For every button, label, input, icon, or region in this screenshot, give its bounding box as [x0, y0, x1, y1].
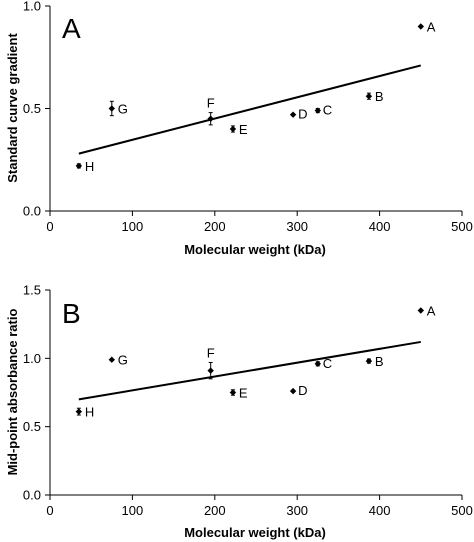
panel-b-data-point-h [75, 408, 83, 415]
panel-b-y-tick-label: 0.5 [23, 419, 41, 434]
panel-a-data-point-d [289, 111, 297, 118]
panel-a-point-label-b: B [375, 89, 384, 104]
panel-b-point-label-g: G [118, 353, 128, 368]
panel-b-y-tick-label: 1.5 [23, 283, 41, 298]
panel-b-point-label-b: B [375, 354, 384, 369]
panel-b-y-axis-title: Mid-point absorbance ratio [5, 309, 20, 476]
panel-b-letter: B [62, 298, 81, 329]
panel-b-x-tick-label: 0 [46, 503, 53, 518]
panel-a-x-tick-label: 300 [286, 219, 308, 234]
panel-b-data-point-e [229, 389, 237, 396]
panel-a-data-point-h [75, 162, 83, 170]
panel-b-data-point-d [289, 387, 297, 395]
panel-a-y-tick-label: 0.0 [23, 204, 41, 219]
panel-a-x-tick-label: 100 [122, 219, 144, 234]
panel-a-y-axis-title: Standard curve gradient [5, 33, 20, 183]
panel-b-point-label-c: C [323, 356, 332, 371]
panel-b-data-point-a [417, 307, 424, 314]
panel-a-y-tick-label: 0.5 [23, 101, 41, 116]
panel-a-data-point-c [314, 107, 321, 114]
panel-a-point-label-f: F [207, 96, 215, 111]
panel-b-x-tick-label: 200 [204, 503, 226, 518]
panel-a-point-label-a: A [427, 20, 436, 35]
panel-a-data-point-g [108, 105, 115, 112]
panel-a-point-label-h: H [85, 159, 94, 174]
panel-b-y-tick-label: 1.0 [23, 351, 41, 366]
panel-a-x-tick-label: 500 [451, 219, 473, 234]
panel-a-point-label-g: G [118, 102, 128, 117]
panel-a-x-tick-label: 0 [46, 219, 53, 234]
panel-a: A Standard curve gradient Molecular weig… [5, 0, 473, 257]
panel-b-x-tick-label: 300 [286, 503, 308, 518]
panel-b-data-point-g [108, 356, 115, 363]
panel-a-data-point-f [207, 115, 214, 122]
panel-b-trend-line [78, 340, 421, 401]
panel-a-x-tick-label: 200 [204, 219, 226, 234]
panel-a-y-tick-label: 1.0 [23, 0, 41, 14]
panel-a-data-point-b [365, 93, 373, 100]
panel-b-data-point-b [365, 357, 373, 365]
panel-a-data-point-a [417, 23, 424, 30]
panel-b-x-tick-label: 100 [122, 503, 144, 518]
panel-b-point-label-e: E [239, 386, 248, 401]
panel-b-x-tick-label: 500 [451, 503, 473, 518]
panel-a-trend-line [78, 64, 422, 155]
panel-a-point-label-e: E [239, 122, 248, 137]
panel-b-point-label-h: H [85, 405, 94, 420]
panel-b-point-label-d: D [298, 383, 307, 398]
panel-a-x-axis-title: Molecular weight (kDa) [184, 242, 326, 257]
panel-b-data-point-c [314, 360, 321, 367]
panel-b: B Mid-point absorbance ratio Molecular w… [5, 283, 473, 541]
panel-a-point-label-d: D [298, 107, 307, 122]
panel-a-data-point-e [229, 125, 237, 133]
panel-b-x-axis-title: Molecular weight (kDa) [184, 525, 326, 540]
panel-b-y-tick-label: 0.0 [23, 488, 41, 503]
panel-b-point-label-f: F [207, 345, 215, 360]
panel-a-point-label-c: C [323, 103, 332, 118]
panel-b-point-label-a: A [427, 304, 436, 319]
panel-b-data-point-f [207, 367, 214, 374]
panel-a-x-tick-label: 400 [369, 219, 391, 234]
panel-b-x-tick-label: 400 [369, 503, 391, 518]
panel-a-letter: A [62, 13, 81, 44]
